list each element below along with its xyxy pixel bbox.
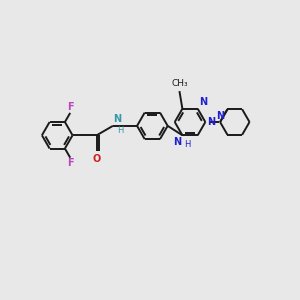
Text: O: O	[93, 154, 101, 164]
Text: N: N	[113, 114, 122, 124]
Text: F: F	[67, 158, 74, 168]
Text: N: N	[173, 137, 181, 147]
Text: H: H	[184, 140, 190, 149]
Text: N: N	[216, 111, 224, 121]
Text: N: N	[207, 117, 215, 127]
Text: CH₃: CH₃	[171, 79, 188, 88]
Text: F: F	[67, 102, 74, 112]
Text: N: N	[199, 97, 207, 107]
Text: H: H	[117, 126, 123, 135]
